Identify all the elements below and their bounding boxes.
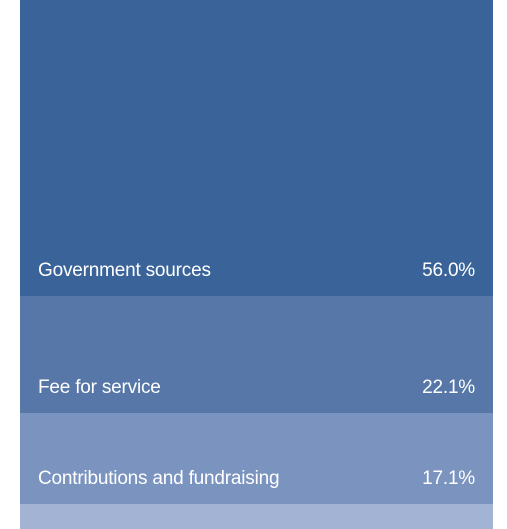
segment-2: Contributions and fundraising 17.1% [20, 413, 493, 504]
segment-0: Government sources 56.0% [20, 0, 493, 297]
segment-2-value: 17.1% [422, 467, 475, 489]
segment-1-label: Fee for service [38, 377, 161, 399]
segment-0-value: 56.0% [422, 260, 475, 282]
segment-1: Fee for service 22.1% [20, 296, 493, 414]
segment-0-label: Government sources [38, 260, 211, 282]
segment-2-label: Contributions and fundraising [38, 467, 280, 489]
segment-1-value: 22.1% [422, 377, 475, 399]
stacked-share-chart: Government sources 56.0% Fee for service 22… [20, 0, 493, 529]
segment-3 [20, 503, 493, 529]
